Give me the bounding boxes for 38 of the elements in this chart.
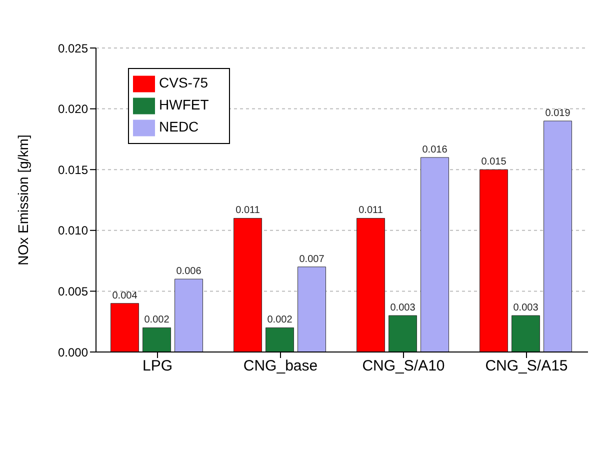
y-tick-label: 0.005 bbox=[58, 284, 88, 298]
data-label: 0.002 bbox=[267, 314, 293, 326]
data-label: 0.011 bbox=[236, 205, 260, 216]
data-label: 0.003 bbox=[390, 302, 416, 314]
data-label: 0.004 bbox=[112, 290, 138, 302]
x-tick-label: LPG bbox=[142, 358, 173, 375]
legend-label: NEDC bbox=[159, 118, 199, 135]
bar bbox=[174, 278, 204, 352]
y-tick-label: 0.025 bbox=[58, 41, 88, 56]
x-tick-label: CNG_base bbox=[243, 358, 318, 375]
x-tick-label: CNG_S/A10 bbox=[362, 358, 445, 375]
data-label: 0.015 bbox=[481, 156, 507, 168]
y-tick-label: 0.000 bbox=[58, 345, 88, 360]
bar bbox=[110, 303, 140, 352]
bar bbox=[142, 327, 172, 352]
bar bbox=[266, 327, 294, 352]
bar bbox=[512, 315, 540, 352]
bar bbox=[420, 157, 450, 352]
data-label: 0.002 bbox=[144, 314, 170, 326]
bar bbox=[298, 266, 326, 352]
y-axis-title: NOx Emission [g/km] bbox=[14, 134, 31, 266]
legend-label: CVS-75 bbox=[159, 74, 208, 91]
x-tick-label: CNG_S/A15 bbox=[485, 358, 568, 375]
data-label: 0.007 bbox=[299, 254, 325, 265]
y-tick-label: 0.020 bbox=[58, 102, 88, 116]
bar bbox=[234, 218, 262, 352]
data-label: 0.003 bbox=[513, 302, 539, 314]
data-label: 0.019 bbox=[545, 108, 571, 119]
data-label: 0.006 bbox=[176, 266, 202, 278]
data-label: 0.011 bbox=[358, 205, 384, 216]
bar bbox=[544, 120, 572, 352]
y-tick-label: 0.010 bbox=[58, 224, 88, 238]
bar bbox=[356, 218, 386, 352]
bar bbox=[388, 315, 418, 352]
y-tick-label: 0.015 bbox=[58, 162, 88, 177]
legend-label: HWFET bbox=[159, 96, 209, 113]
bar bbox=[480, 169, 508, 352]
data-label: 0.016 bbox=[422, 144, 448, 156]
